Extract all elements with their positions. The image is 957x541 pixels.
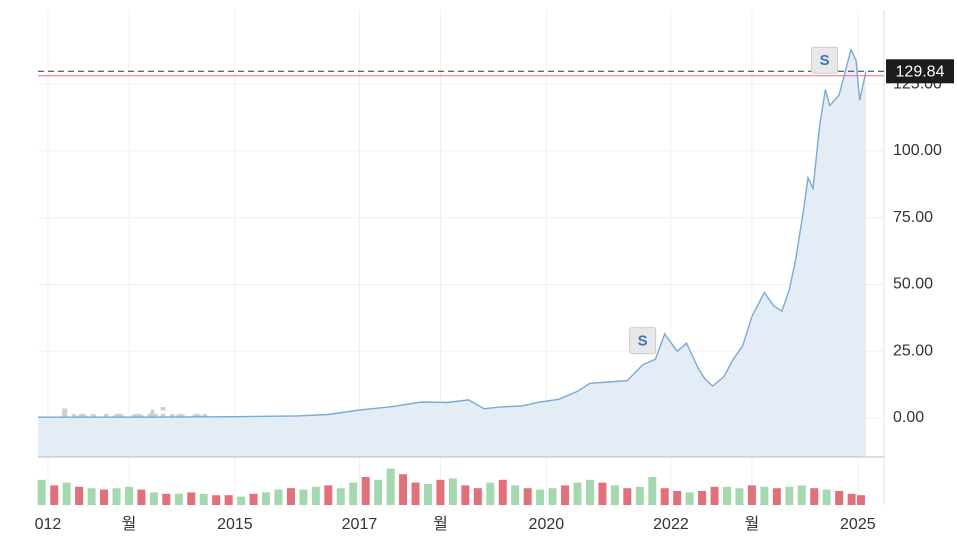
volume-bar — [274, 489, 283, 505]
volume-bar — [548, 488, 557, 505]
y-tick-label: 100.00 — [893, 142, 942, 159]
volume-bar — [399, 474, 408, 505]
volume-bar — [822, 489, 831, 505]
x-tick-label: 2015 — [217, 516, 253, 533]
volume-bar — [486, 482, 495, 505]
x-tick-label: 2020 — [529, 516, 565, 533]
volume-bar — [262, 492, 271, 505]
volume-bar — [436, 479, 445, 505]
x-tick-label: 월 — [433, 515, 448, 533]
x-tick-label: 2017 — [342, 516, 378, 533]
volume-bar — [199, 493, 208, 505]
volume-bar — [174, 493, 183, 505]
volume-bar — [673, 491, 682, 505]
volume-bar — [735, 488, 744, 505]
volume-bar — [536, 489, 545, 505]
volume-bar — [286, 488, 295, 505]
volume-bar — [561, 485, 570, 505]
volume-bar — [660, 488, 669, 505]
price-line — [38, 47, 867, 418]
volume-bar — [461, 485, 470, 505]
volume-bar — [623, 488, 632, 505]
volume-bar — [50, 485, 59, 505]
volume-bar — [710, 486, 719, 505]
volume-bar — [772, 488, 781, 505]
volume-bar — [75, 486, 84, 505]
volume-bar — [411, 482, 420, 505]
y-tick-label: 25.00 — [893, 342, 933, 359]
x-tick-label: 012 — [35, 516, 62, 533]
volume-bar — [37, 479, 46, 505]
volume-bar — [62, 482, 71, 505]
volume-bar — [137, 489, 146, 505]
last-price-label: 129.84 — [896, 64, 945, 81]
volume-bar — [810, 488, 819, 505]
volume-bar — [585, 479, 594, 505]
volume-bar — [573, 482, 582, 505]
volume-bar — [785, 486, 794, 505]
volume-bar — [747, 485, 756, 505]
x-tick-label: 월 — [122, 515, 137, 533]
volume-bar — [311, 486, 320, 505]
volume-bar — [473, 488, 482, 505]
volume-bar — [336, 488, 345, 505]
volume-bar — [448, 478, 457, 505]
volume-bar — [498, 479, 507, 505]
volume-bar — [112, 488, 121, 505]
volume-bar — [797, 485, 806, 505]
volume-bar — [511, 485, 520, 505]
volume-bar — [162, 493, 171, 505]
volume-bar — [598, 482, 607, 505]
volume-bar — [374, 479, 383, 505]
annotation-label: S — [638, 333, 648, 350]
last-price-box — [886, 59, 954, 84]
y-tick-label: 0.00 — [893, 409, 924, 426]
volume-bar — [523, 488, 532, 505]
volume-bar — [423, 484, 432, 505]
volume-bar — [149, 492, 158, 505]
volume-bar — [361, 477, 370, 505]
x-tick-label: 2022 — [653, 516, 689, 533]
volume-bar — [249, 493, 258, 505]
volume-bar — [187, 492, 196, 505]
volume-bar — [212, 495, 221, 505]
annotation-badge — [629, 327, 657, 355]
annotation-badge — [811, 46, 839, 74]
x-tick-label: 2025 — [840, 516, 876, 533]
volume-bar — [648, 477, 657, 505]
y-tick-label: 75.00 — [893, 209, 933, 226]
volume-bar — [847, 493, 856, 505]
price-area — [38, 49, 866, 457]
volume-bar — [349, 482, 358, 505]
volume-bar — [386, 468, 395, 505]
volume-bar — [760, 486, 769, 505]
volume-bar — [835, 491, 844, 505]
volume-bar — [723, 486, 732, 505]
volume-bar — [610, 485, 619, 505]
volume-bar — [635, 486, 644, 505]
volume-bar — [124, 486, 133, 505]
volume-bar — [299, 489, 308, 505]
volume-bar — [100, 489, 109, 505]
volume-bar — [856, 495, 865, 505]
volume-bar — [87, 488, 96, 505]
volume-bar — [685, 492, 694, 505]
annotation-label: S — [820, 52, 830, 69]
y-tick-label: 50.00 — [893, 276, 933, 293]
volume-bar — [324, 485, 333, 505]
x-tick-label: 월 — [745, 515, 760, 533]
volume-bar — [224, 495, 233, 505]
volume-bar — [237, 496, 246, 505]
volume-bar — [698, 491, 707, 505]
